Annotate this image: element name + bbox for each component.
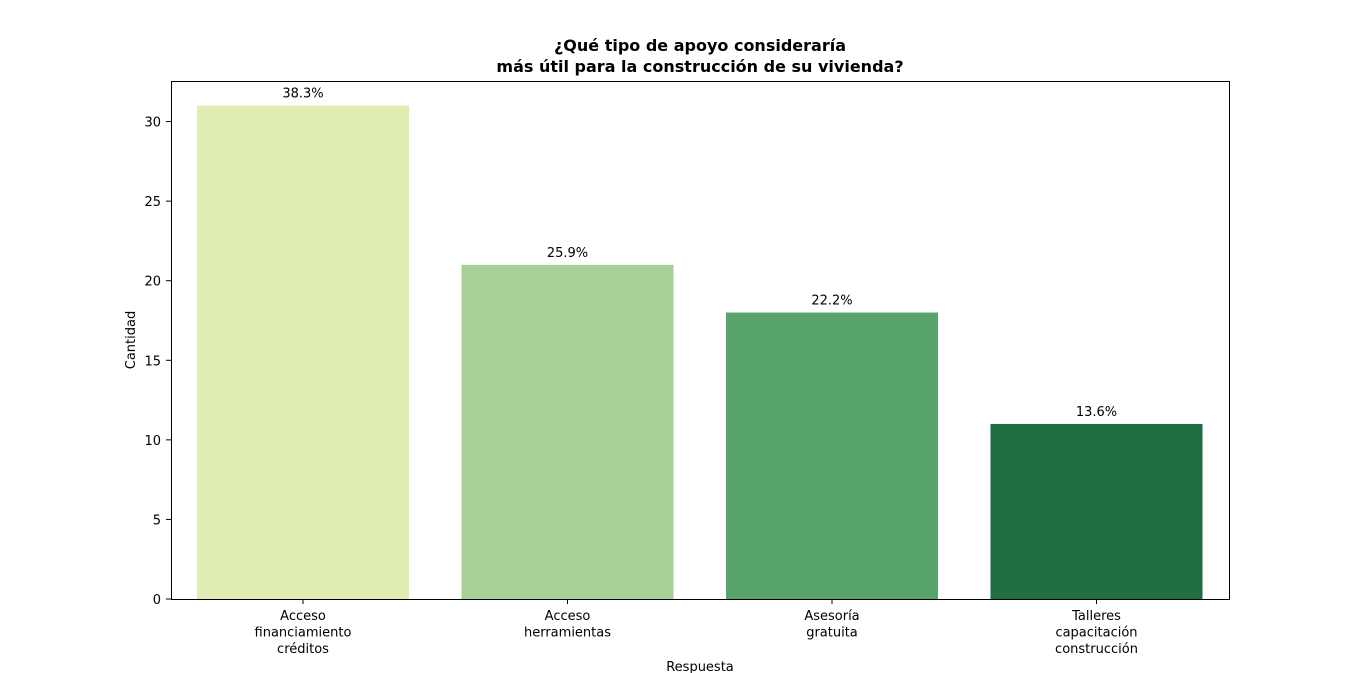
data-label: 25.9% bbox=[547, 246, 588, 261]
x-tick-label: financiamiento bbox=[255, 626, 352, 641]
chart-title: ¿Qué tipo de apoyo consideraría más útil … bbox=[496, 36, 903, 76]
data-label: 13.6% bbox=[1076, 405, 1117, 420]
x-tick-label: créditos bbox=[277, 642, 329, 657]
data-labels: 38.3% 25.9% 22.2% 13.6% bbox=[282, 87, 1117, 420]
bar bbox=[990, 423, 1203, 599]
chart-title-line: más útil para la construcción de su vivi… bbox=[496, 57, 903, 76]
chart-title-line: ¿Qué tipo de apoyo consideraría bbox=[554, 36, 846, 55]
x-tick-label: Asesoría bbox=[804, 609, 859, 624]
data-label: 22.2% bbox=[811, 294, 852, 309]
y-tick-label: 30 bbox=[144, 116, 161, 131]
y-tick-label: 20 bbox=[144, 275, 161, 290]
y-tick-label: 0 bbox=[153, 593, 161, 608]
data-label: 38.3% bbox=[282, 87, 323, 102]
y-tick-label: 15 bbox=[144, 354, 161, 369]
y-tick-label: 10 bbox=[144, 434, 161, 449]
y-axis: 0 5 10 15 20 25 30 bbox=[144, 116, 171, 608]
x-tick-label: Acceso bbox=[280, 609, 326, 624]
y-axis-label: Cantidad bbox=[124, 311, 139, 369]
y-tick-label: 5 bbox=[153, 513, 161, 528]
bar bbox=[461, 264, 674, 599]
plot-frame bbox=[171, 81, 1230, 600]
x-tick-label: Talleres bbox=[1071, 609, 1121, 624]
x-tick-label: capacitación bbox=[1055, 626, 1137, 641]
bars bbox=[197, 105, 1203, 600]
x-tick-label: gratuita bbox=[806, 626, 858, 641]
x-tick-label: Acceso bbox=[545, 609, 591, 624]
x-axis-label: Respuesta bbox=[666, 660, 734, 673]
x-tick-label: herramientas bbox=[524, 626, 611, 641]
y-tick-label: 25 bbox=[144, 195, 161, 210]
x-tick-label: construcción bbox=[1055, 642, 1138, 657]
bar bbox=[726, 312, 938, 599]
bar bbox=[197, 105, 409, 600]
